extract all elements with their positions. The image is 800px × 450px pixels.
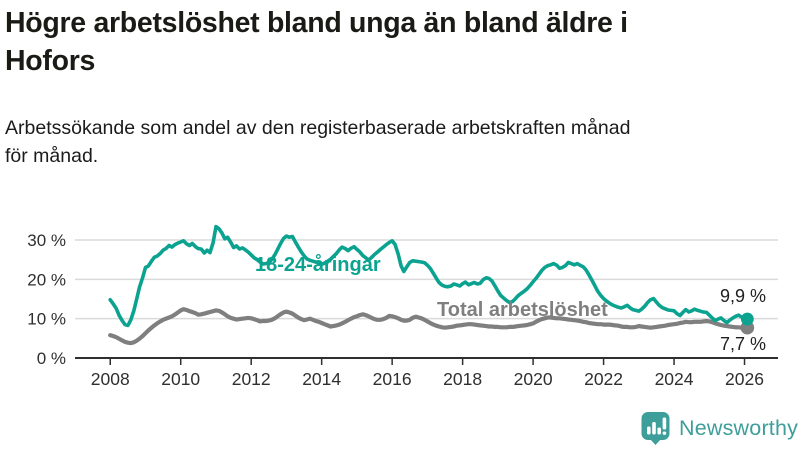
series-end-dot-young <box>740 312 754 326</box>
x-axis-tick-label: 2026 <box>725 369 764 389</box>
x-axis-tick-label: 2024 <box>655 369 694 389</box>
chart-subtitle-line1: Arbetssökande som andel av den registerb… <box>5 117 631 139</box>
x-axis-tick-label: 2012 <box>232 369 271 389</box>
y-axis-tick-label: 30 % <box>27 231 66 250</box>
y-axis-tick-label: 0 % <box>37 349 66 368</box>
brand-name: Newsworthy <box>679 415 799 440</box>
page-title-line1: Högre arbetslöshet bland unga än bland ä… <box>5 7 628 39</box>
chart-subtitle-line2: för månad. <box>5 145 99 167</box>
x-axis-tick-label: 2014 <box>302 369 341 389</box>
bar-chart-speech-bubble-icon <box>641 412 670 445</box>
y-axis-tick-label: 20 % <box>27 270 66 289</box>
x-axis-tick-label: 2020 <box>514 369 553 389</box>
series-line-total <box>108 307 750 346</box>
y-axis-tick-label: 10 % <box>27 310 66 329</box>
newsworthy-logo[interactable]: Newsworthy <box>641 411 798 445</box>
series-label-total: Total arbetslöshet <box>437 299 608 321</box>
x-axis-tick-label: 2022 <box>584 369 623 389</box>
series-label-young: 18-24-åringar <box>255 254 381 276</box>
page-title-line2: Hofors <box>5 45 96 77</box>
series-line-young <box>108 224 750 328</box>
x-axis-tick-label: 2016 <box>373 369 412 389</box>
end-value-label-total: 7,7 % <box>719 334 766 354</box>
x-axis-tick-label: 2010 <box>161 369 200 389</box>
x-axis-tick-label: 2018 <box>443 369 482 389</box>
end-value-label-young: 9,9 % <box>719 286 766 306</box>
page-title: Högre arbetslöshet bland unga än bland ä… <box>5 4 765 80</box>
x-axis-tick-label: 2008 <box>91 369 130 389</box>
chart-subtitle: Arbetssökande som andel av den registerb… <box>5 114 795 170</box>
